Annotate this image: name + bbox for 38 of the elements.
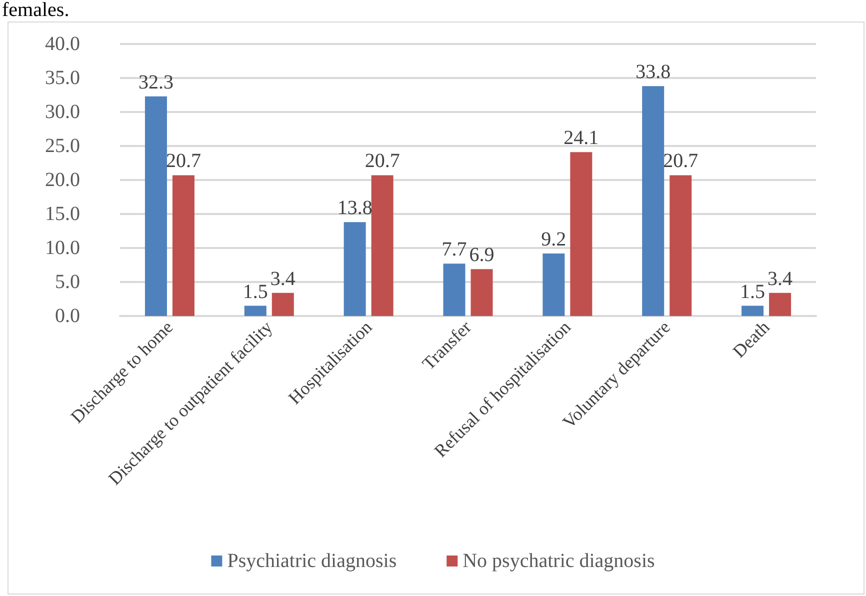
bar: [443, 264, 466, 316]
data-label: 24.1: [564, 127, 599, 150]
data-label: 32.3: [138, 71, 174, 94]
y-tick-label: 0.0: [55, 305, 80, 327]
data-label: 20.7: [663, 150, 698, 172]
bar: [272, 292, 294, 316]
data-label: 1.5: [242, 280, 268, 303]
bar: [570, 152, 592, 316]
bar: [542, 253, 565, 316]
bar: [172, 175, 194, 316]
bar: [642, 86, 664, 316]
y-tick-label: 5.0: [55, 271, 80, 293]
bar: [244, 306, 266, 316]
y-tick-label: 40.0: [45, 33, 80, 55]
legend-label: Psychiatric diagnosis: [227, 550, 397, 572]
data-label: 7.7: [442, 238, 467, 261]
y-tick-label: 20.0: [45, 169, 80, 191]
data-label: 20.7: [364, 150, 400, 172]
bar: [144, 96, 167, 316]
y-tick-label: 10.0: [45, 237, 80, 259]
y-tick-label: 30.0: [45, 101, 80, 123]
data-label: 3.4: [270, 268, 296, 290]
y-tick-label: 15.0: [45, 203, 80, 225]
text: females.: [2, 0, 70, 21]
y-tick-label: 25.0: [45, 135, 80, 157]
bar: [344, 222, 366, 316]
data-label: 33.8: [636, 61, 671, 84]
bar: [742, 306, 764, 316]
bar: [769, 292, 792, 316]
legend-label: No psychatric diagnosis: [462, 550, 656, 572]
bar: [371, 175, 394, 316]
bar: [670, 175, 692, 316]
data-label: 3.4: [768, 268, 793, 290]
data-label: 6.9: [469, 244, 494, 266]
data-label: 9.2: [541, 228, 566, 250]
bar: [470, 269, 493, 316]
y-tick-label: 35.0: [45, 67, 80, 89]
data-label: 1.5: [740, 280, 766, 303]
